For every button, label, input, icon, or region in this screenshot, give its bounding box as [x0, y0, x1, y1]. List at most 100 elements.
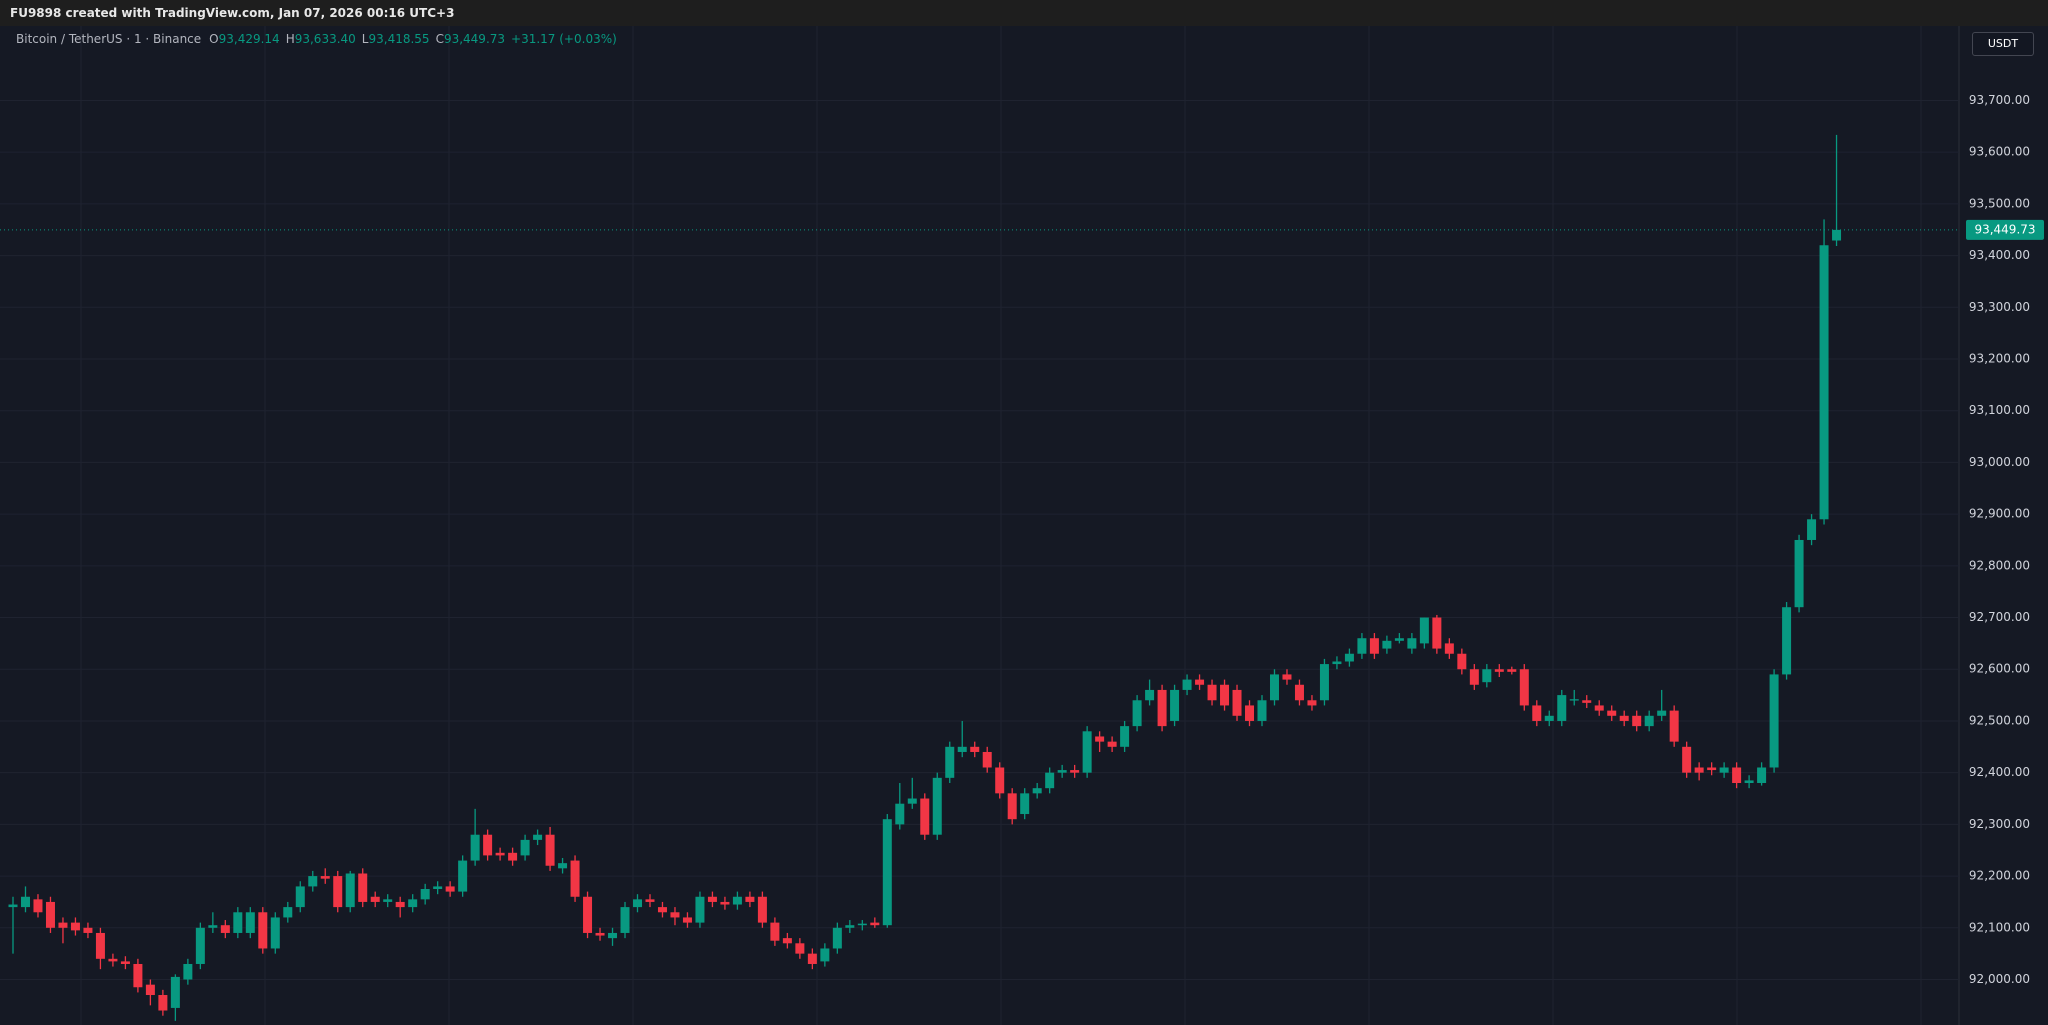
close-key: C [435, 32, 444, 46]
candle-body [820, 948, 830, 962]
candle-body [1532, 705, 1542, 721]
candle-body [1819, 245, 1829, 520]
candle-body [1494, 669, 1504, 672]
open-value: 93,429.14 [218, 32, 280, 46]
y-tick-label: 92,800.00 [1969, 558, 2030, 572]
y-tick-label: 92,300.00 [1969, 817, 2030, 831]
y-tick-label: 92,900.00 [1969, 507, 2030, 521]
y-tick-label: 92,000.00 [1969, 972, 2030, 986]
candle-body [657, 907, 667, 913]
candle-body [1045, 772, 1055, 789]
open-key: O [209, 32, 219, 46]
candle-body [108, 958, 118, 962]
candle-body [1182, 679, 1192, 690]
candle-body [1594, 705, 1604, 711]
candle-body [670, 912, 680, 918]
candle-body [1245, 705, 1255, 721]
candle-body [757, 896, 767, 923]
candle-body [245, 912, 255, 933]
y-tick-label: 92,600.00 [1969, 662, 2030, 676]
candle-body [1807, 519, 1817, 540]
candle-body [1707, 767, 1717, 771]
candle-body [995, 767, 1005, 794]
candle-body [1307, 700, 1317, 706]
candle-body [620, 907, 630, 933]
candle-body [358, 873, 368, 902]
candle-body [1070, 770, 1080, 773]
candle-body [120, 961, 130, 964]
top-bar: FU9898 created with TradingView.com, Jan… [0, 0, 2048, 26]
candle-body [1457, 653, 1467, 670]
low-key: L [361, 32, 369, 46]
candle-body [1732, 767, 1742, 784]
y-tick-label: 93,000.00 [1969, 455, 2030, 469]
candle-body [645, 899, 655, 902]
candle-body [1282, 674, 1292, 680]
candle-body [1407, 638, 1417, 649]
candle-body [195, 927, 205, 964]
candle-body [595, 932, 605, 936]
candle-body [1569, 699, 1579, 701]
candle-body [1207, 684, 1217, 701]
candle-body [233, 912, 243, 933]
candle-body [8, 904, 18, 908]
candle-body [333, 876, 343, 908]
candle-body [520, 839, 530, 856]
y-tick-label: 93,200.00 [1969, 352, 2030, 366]
candle-body [945, 746, 955, 778]
high-value: 93,633.40 [294, 32, 356, 46]
candle-body [857, 923, 867, 926]
candle-body [508, 852, 518, 861]
candle-body [1419, 617, 1429, 644]
candle-body [558, 863, 568, 869]
candle-body [145, 984, 155, 996]
candle-body [1294, 684, 1304, 701]
header-text: FU9898 created with TradingView.com, Jan… [10, 6, 455, 20]
candle-body [982, 751, 992, 768]
candle-body [1170, 689, 1180, 721]
change: +31.17 (+0.03%) [511, 32, 617, 46]
candle-body [1719, 767, 1729, 773]
candle-body [45, 901, 55, 928]
candle-body [533, 834, 543, 840]
y-tick-label: 93,700.00 [1969, 93, 2030, 107]
candle-body [1157, 689, 1167, 727]
candle-body [1619, 715, 1629, 721]
candle-body [1644, 715, 1654, 727]
candle-body [383, 899, 393, 902]
candle-body [183, 963, 193, 980]
candle-body [633, 899, 642, 908]
candle-body [1020, 793, 1030, 815]
candle-body [782, 938, 792, 944]
currency-button[interactable]: USDT [1972, 32, 2034, 56]
candle-body [1082, 731, 1092, 773]
candle-body [1507, 669, 1517, 672]
candle-body [570, 860, 580, 897]
candle-body [295, 886, 305, 908]
candle-body [370, 896, 380, 902]
candle-body [1632, 715, 1642, 727]
candle-body [483, 834, 493, 856]
candle-body [1482, 669, 1492, 683]
candle-body [1032, 788, 1042, 794]
candle-body [1095, 736, 1105, 742]
candle-body [70, 922, 80, 931]
candle-body [1357, 638, 1367, 654]
candle-body [495, 852, 505, 856]
candle-body [1769, 674, 1779, 768]
candle-body [1607, 710, 1617, 716]
candle-body [1832, 229, 1842, 241]
symbol: Bitcoin / TetherUS · 1 · Binance [16, 32, 202, 46]
candle-body [707, 896, 717, 902]
y-tick-label: 93,400.00 [1969, 248, 2030, 262]
candle-body [320, 876, 330, 879]
candle-body [920, 798, 930, 835]
candle-body [283, 907, 293, 918]
candle-body [1269, 674, 1279, 701]
candle-body [220, 925, 230, 933]
candle-body [58, 922, 68, 928]
candle-body [1794, 539, 1804, 608]
candle-body [83, 927, 93, 933]
candle-body [770, 922, 780, 941]
